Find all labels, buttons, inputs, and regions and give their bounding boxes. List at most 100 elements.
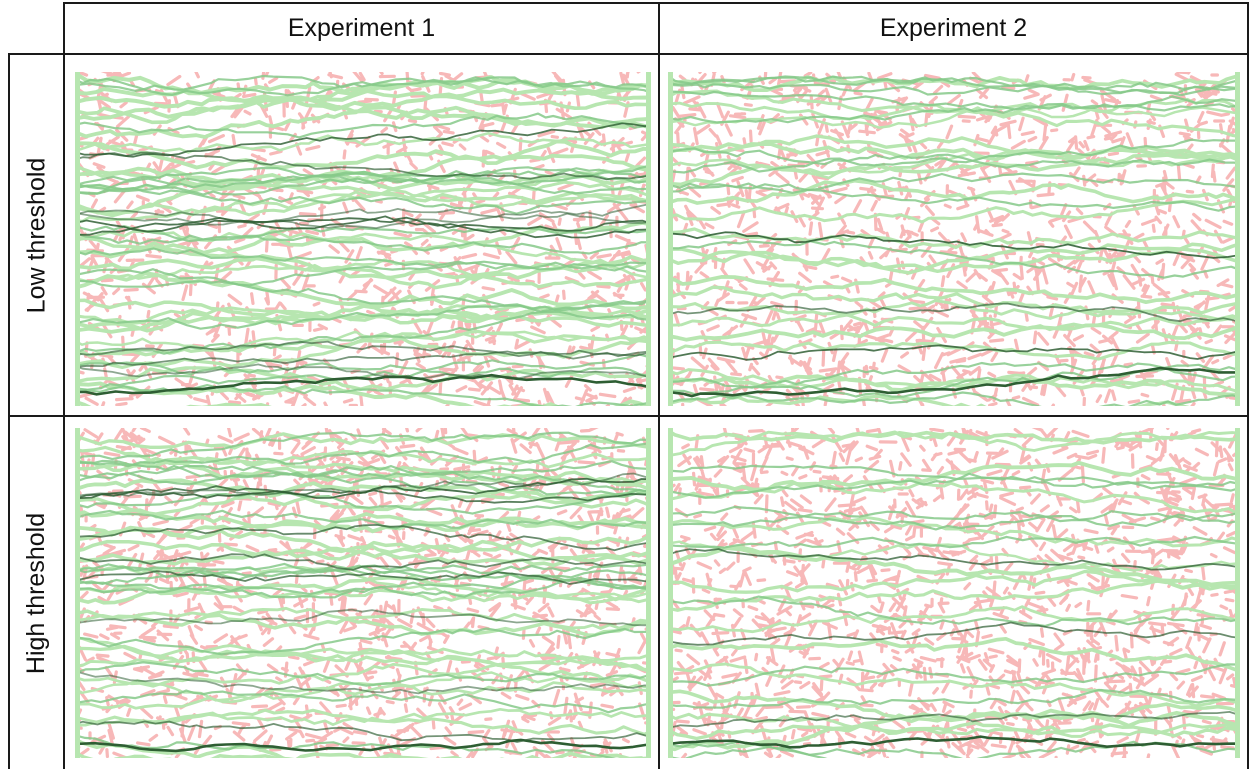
flow-path	[75, 478, 651, 504]
flow-path	[668, 535, 1240, 549]
network-visualization	[75, 72, 651, 406]
flow-path	[668, 515, 1240, 548]
flow-path	[668, 302, 1240, 332]
flow-path	[75, 535, 651, 566]
flow-path	[75, 227, 651, 245]
flow-path	[75, 247, 651, 270]
flow-path	[668, 275, 1240, 305]
flow-path	[75, 527, 651, 568]
flow-path	[75, 105, 651, 139]
dominant-flow-path	[75, 200, 651, 224]
flow-path	[668, 340, 1240, 361]
flow-path	[75, 161, 651, 187]
network-visualization	[668, 428, 1240, 758]
dominant-flow-path	[668, 302, 1240, 325]
flow-path	[75, 460, 651, 486]
dominant-flow-path	[75, 151, 651, 181]
dominant-flow-path	[75, 524, 651, 552]
flow-path	[75, 708, 651, 736]
flow-path	[75, 560, 651, 576]
grid-column-divider	[658, 2, 660, 769]
flow-path	[75, 655, 651, 688]
right-boundary	[646, 428, 651, 758]
flow-path	[668, 430, 1240, 458]
flow-path	[75, 569, 651, 599]
dominant-flow-path	[668, 366, 1240, 398]
dominant-flow-path	[668, 231, 1240, 259]
flow-path	[668, 510, 1240, 528]
flow-path	[75, 170, 651, 195]
flow-path	[668, 147, 1240, 169]
panel-high-threshold-experiment-1	[75, 428, 651, 758]
flow-path	[75, 167, 651, 190]
flow-path	[75, 431, 651, 462]
flow-path	[75, 492, 651, 515]
panel-low-threshold-experiment-1	[75, 72, 651, 406]
row-header-high-threshold: High threshold	[10, 417, 64, 769]
grid-right-line	[1247, 2, 1249, 769]
dominant-flow-path	[75, 738, 651, 753]
flow-path	[668, 138, 1240, 174]
network-visualization	[668, 72, 1240, 406]
flow-path	[668, 546, 1240, 591]
flow-path	[668, 636, 1240, 674]
flow-path	[75, 329, 651, 369]
flow-path	[668, 323, 1240, 342]
dominant-flow-path	[75, 349, 651, 369]
flow-path	[668, 464, 1240, 487]
panel-high-threshold-experiment-2	[668, 428, 1240, 758]
flow-path	[668, 569, 1240, 594]
network-visualization	[75, 428, 651, 758]
flow-path	[668, 90, 1240, 112]
column-header-experiment-1: Experiment 1	[287, 13, 436, 42]
flow-path	[668, 95, 1240, 124]
dominant-flow-path	[75, 212, 651, 229]
dominant-flow-path	[75, 363, 651, 380]
flow-path	[75, 330, 651, 353]
flow-paths	[668, 72, 1240, 406]
flow-path	[75, 112, 651, 139]
flow-path	[75, 131, 651, 154]
flow-path	[75, 575, 651, 605]
left-boundary	[75, 72, 80, 406]
grid-top-line	[63, 2, 1249, 4]
dominant-flow-path	[668, 735, 1240, 749]
flow-path	[75, 459, 651, 496]
dominant-flow-path	[75, 553, 651, 571]
flow-paths	[75, 72, 651, 406]
dominant-flow-path	[75, 608, 651, 627]
panel-low-threshold-experiment-2	[668, 72, 1240, 406]
flow-path	[75, 74, 651, 94]
dominant-flow-path	[668, 344, 1240, 361]
flow-path	[75, 661, 651, 687]
grid-middle-line	[8, 415, 1249, 417]
flow-path	[75, 298, 651, 328]
flow-path	[668, 240, 1240, 279]
flow-path	[75, 460, 651, 493]
flow-path	[668, 688, 1240, 709]
right-boundary	[1235, 428, 1240, 758]
flow-path	[668, 172, 1240, 192]
flow-path	[75, 235, 651, 290]
flow-path	[668, 182, 1240, 212]
flow-path	[75, 737, 647, 758]
flow-path	[75, 464, 651, 493]
flow-path	[75, 381, 476, 406]
flow-path	[668, 660, 1240, 687]
grid-header-line	[8, 53, 1249, 55]
flow-path	[668, 472, 1240, 499]
dominant-flow-path	[75, 217, 651, 236]
dominant-flow-path	[75, 720, 651, 743]
flow-path	[668, 595, 1240, 628]
row-label-low-threshold: Low threshold	[22, 157, 51, 313]
flow-path	[668, 481, 1240, 515]
right-boundary	[1235, 72, 1240, 406]
flow-path	[75, 87, 651, 125]
dominant-flow-path	[75, 670, 651, 695]
flow-path	[75, 188, 651, 223]
dominant-flow-path	[668, 711, 1240, 729]
left-boundary	[668, 428, 673, 758]
flow-path	[75, 681, 651, 710]
flow-paths	[668, 428, 1240, 758]
left-boundary	[75, 428, 80, 758]
